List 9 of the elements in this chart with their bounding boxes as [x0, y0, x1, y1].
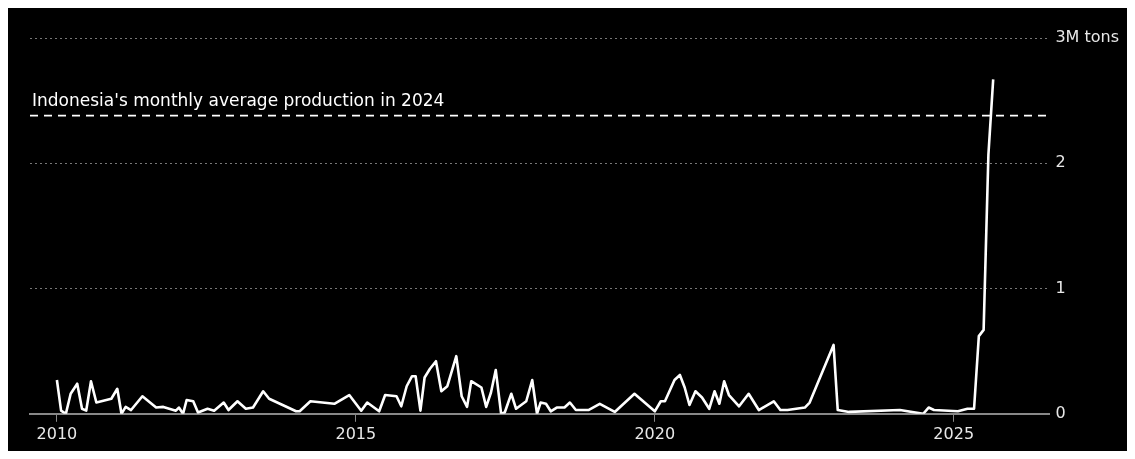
- x-tick-label: 2015: [335, 423, 377, 443]
- ref-line-label: Indonesia's monthly average production in 2024: [32, 89, 445, 110]
- y-tick-label: 3M tons: [1055, 27, 1119, 47]
- x-tick-label: 2010: [36, 423, 78, 443]
- y-tick-label: 0: [1055, 402, 1066, 422]
- x-tick-label: 2025: [933, 423, 975, 443]
- y-tick-label: 1: [1055, 277, 1066, 297]
- x-tick-label: 2020: [634, 423, 676, 443]
- y-tick-label: 2: [1055, 152, 1066, 172]
